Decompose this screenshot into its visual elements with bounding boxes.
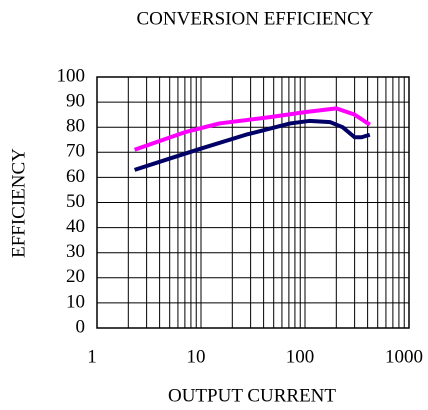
x-tick-label: 1 [87, 346, 97, 367]
y-tick-label: 80 [66, 116, 85, 137]
y-tick-label: 60 [66, 166, 85, 187]
y-tick-label: 40 [66, 216, 85, 237]
x-tick-label: 1000 [385, 346, 423, 367]
data-line [133, 106, 371, 152]
y-tick-label: 30 [66, 241, 85, 262]
x-axis-label: OUTPUT CURRENT [168, 385, 336, 406]
y-tick-label: 20 [66, 266, 85, 287]
x-tick-label: 10 [187, 346, 206, 367]
y-tick-label: 10 [66, 291, 85, 312]
chart-title: CONVERSION EFFICIENCY [137, 8, 374, 29]
x-tick-label: 100 [286, 346, 315, 367]
data-line [134, 118, 371, 172]
y-tick-label: 100 [57, 65, 86, 86]
y-tick-label: 50 [66, 191, 85, 212]
y-tick-label: 90 [66, 90, 85, 111]
y-axis-label: EFFICIENCY [8, 148, 29, 258]
y-tick-label: 70 [66, 141, 85, 162]
y-tick-label: 0 [76, 316, 86, 337]
